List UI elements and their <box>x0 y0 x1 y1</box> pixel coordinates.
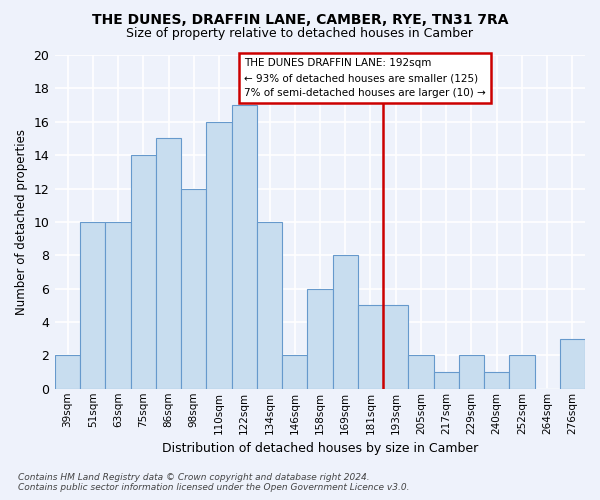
Bar <box>106 222 131 389</box>
Bar <box>358 306 383 389</box>
Bar <box>80 222 106 389</box>
Y-axis label: Number of detached properties: Number of detached properties <box>15 129 28 315</box>
Text: THE DUNES DRAFFIN LANE: 192sqm
← 93% of detached houses are smaller (125)
7% of : THE DUNES DRAFFIN LANE: 192sqm ← 93% of … <box>244 58 486 98</box>
Bar <box>509 356 535 389</box>
Bar <box>484 372 509 389</box>
Bar <box>156 138 181 389</box>
Bar <box>383 306 409 389</box>
Bar <box>459 356 484 389</box>
Bar <box>282 356 307 389</box>
Bar <box>307 288 332 389</box>
Text: THE DUNES, DRAFFIN LANE, CAMBER, RYE, TN31 7RA: THE DUNES, DRAFFIN LANE, CAMBER, RYE, TN… <box>92 12 508 26</box>
Bar <box>332 256 358 389</box>
X-axis label: Distribution of detached houses by size in Camber: Distribution of detached houses by size … <box>162 442 478 455</box>
Bar <box>55 356 80 389</box>
Bar <box>560 338 585 389</box>
Bar <box>181 188 206 389</box>
Bar <box>232 105 257 389</box>
Text: Contains HM Land Registry data © Crown copyright and database right 2024.
Contai: Contains HM Land Registry data © Crown c… <box>18 473 409 492</box>
Text: Size of property relative to detached houses in Camber: Size of property relative to detached ho… <box>127 28 473 40</box>
Bar <box>409 356 434 389</box>
Bar <box>206 122 232 389</box>
Bar <box>257 222 282 389</box>
Bar <box>131 155 156 389</box>
Bar <box>434 372 459 389</box>
